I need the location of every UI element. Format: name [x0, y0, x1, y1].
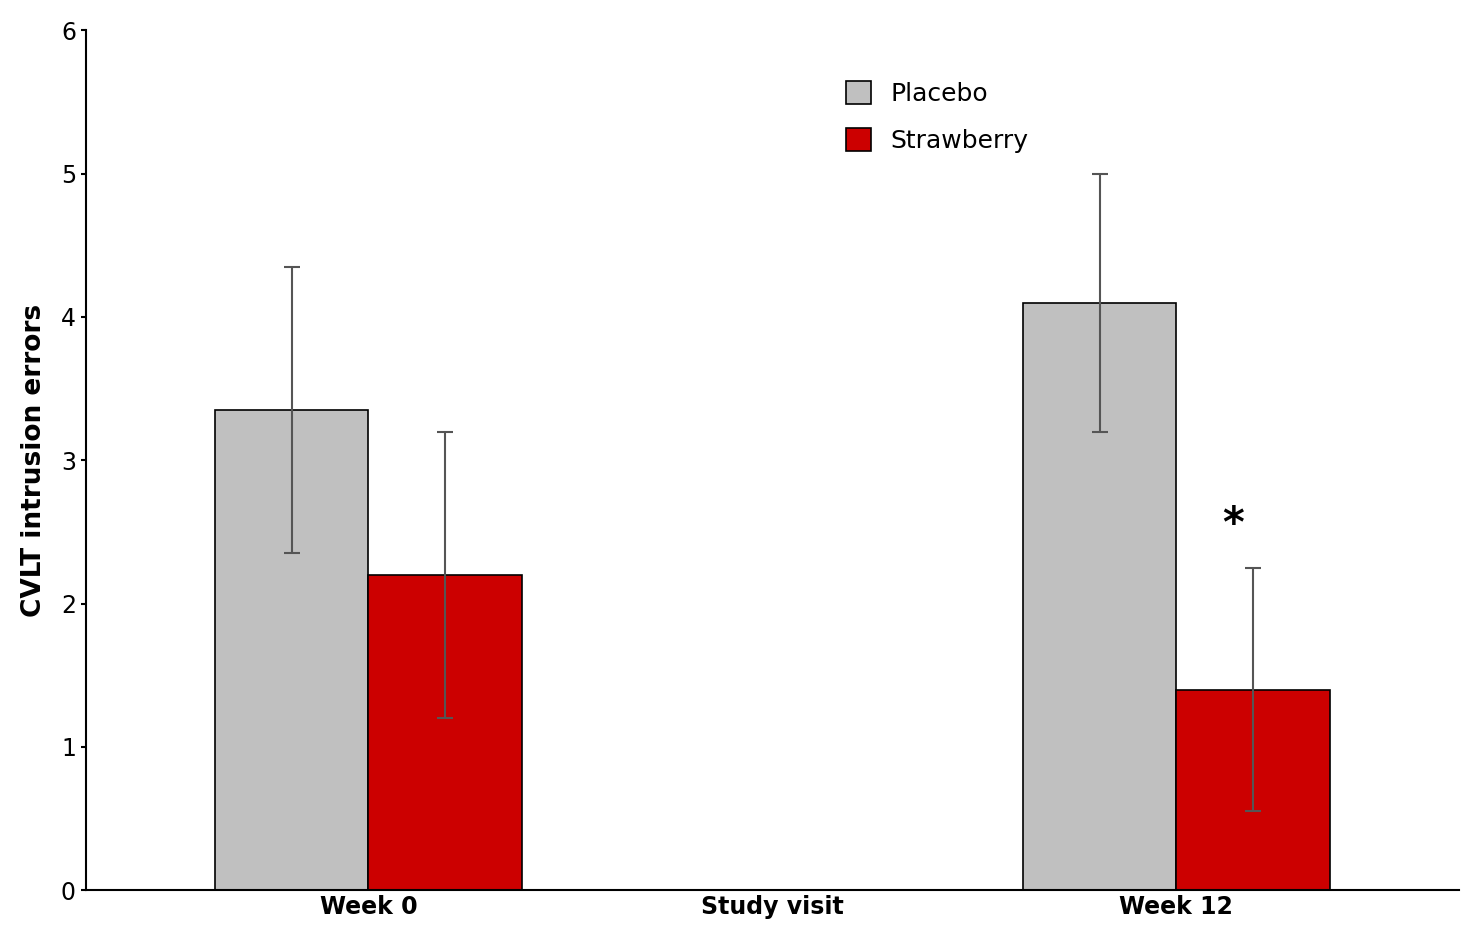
- Bar: [215, 410, 369, 890]
- Text: *: *: [1222, 505, 1243, 546]
- Bar: [1023, 303, 1177, 890]
- Legend: Placebo, Strawberry: Placebo, Strawberry: [833, 69, 1042, 165]
- Bar: [1177, 690, 1331, 890]
- Bar: [369, 575, 522, 890]
- Y-axis label: CVLT intrusion errors: CVLT intrusion errors: [21, 304, 47, 617]
